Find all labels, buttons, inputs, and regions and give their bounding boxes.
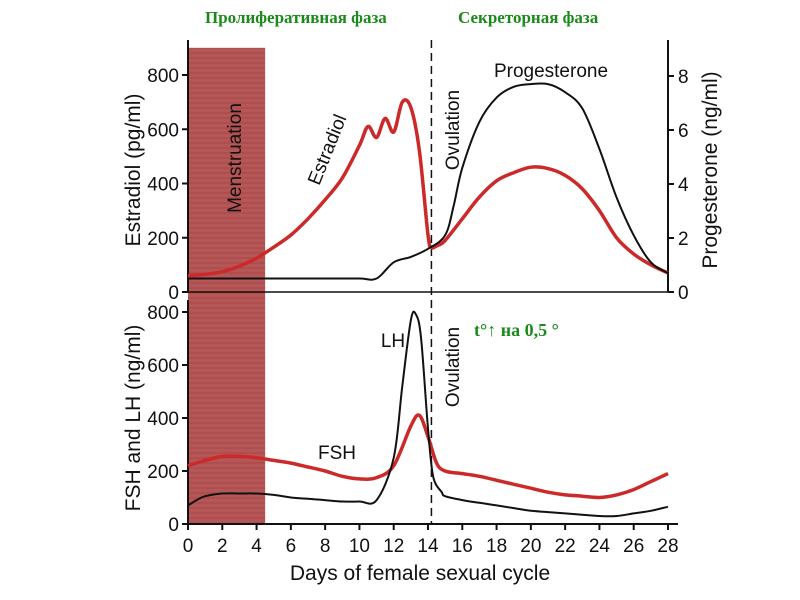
fsh-lh-axis-label: FSH and LH (ng/ml) xyxy=(122,325,145,512)
secretory-phase-label: Секреторная фаза xyxy=(458,8,599,27)
x-tick-label: 18 xyxy=(486,536,507,557)
top-left-tick-label: 0 xyxy=(168,283,179,304)
menstruation-hatch xyxy=(188,47,266,524)
top-right-tick-label: 2 xyxy=(678,229,689,250)
x-tick-label: 28 xyxy=(657,536,678,557)
proliferative-phase-label: Пролиферативная фаза xyxy=(205,8,387,27)
bottom-left-tick-label: 600 xyxy=(147,356,179,377)
top-left-ticks: 0 200 400 600 800 xyxy=(147,66,188,304)
fsh-series-label: FSH xyxy=(318,443,356,464)
top-left-tick-label: 200 xyxy=(147,229,179,250)
bottom-left-ticks: 0 200 400 600 800 xyxy=(147,303,188,536)
temperature-note: t°↑ на 0,5 ° xyxy=(474,320,559,340)
x-tick-label: 14 xyxy=(417,536,439,557)
ovulation-label-bottom: Ovulation xyxy=(443,327,464,407)
x-tick-label: 6 xyxy=(286,536,297,557)
estradiol-series xyxy=(187,98,669,278)
lh-series xyxy=(187,310,669,518)
x-tick-label: 10 xyxy=(349,536,370,557)
x-tick-label: 2 xyxy=(217,536,228,557)
menstruation-label: Menstruation xyxy=(225,103,246,213)
top-right-tick-label: 4 xyxy=(678,175,689,196)
progesterone-series xyxy=(187,82,669,281)
menstruation-band xyxy=(188,48,266,524)
x-tick-label: 26 xyxy=(623,536,644,557)
bottom-left-tick-label: 400 xyxy=(147,409,179,430)
x-tick-label: 24 xyxy=(589,536,611,557)
x-tick-label: 20 xyxy=(520,536,541,557)
top-right-tick-label: 8 xyxy=(678,67,689,88)
bottom-left-tick-label: 0 xyxy=(168,515,179,536)
ovulation-label-top: Ovulation xyxy=(443,90,464,170)
top-right-tick-label: 0 xyxy=(678,283,689,304)
top-left-tick-label: 600 xyxy=(147,120,179,141)
x-tick-label: 4 xyxy=(251,536,262,557)
bottom-left-tick-label: 200 xyxy=(147,462,179,483)
top-right-tick-label: 6 xyxy=(678,121,689,142)
x-axis-label: Days of female sexual cycle xyxy=(290,562,550,585)
top-left-tick-label: 800 xyxy=(147,66,179,87)
progesterone-series-label: Progesterone xyxy=(494,61,608,82)
x-tick-label: 22 xyxy=(555,536,576,557)
top-left-tick-label: 400 xyxy=(147,175,179,196)
x-tick-label: 0 xyxy=(183,536,194,557)
top-right-ticks: 0 2 4 6 8 xyxy=(668,67,689,304)
x-axis-ticks: 0 2 4 6 8 10 12 14 16 18 20 22 24 26 28 xyxy=(183,524,679,557)
x-tick-label: 16 xyxy=(452,536,473,557)
lh-series-label: LH xyxy=(381,331,405,352)
bottom-left-tick-label: 800 xyxy=(147,303,179,324)
progesterone-axis-label: Progesterone (ng/ml) xyxy=(699,71,722,268)
x-tick-label: 12 xyxy=(383,536,404,557)
x-tick-label: 8 xyxy=(320,536,331,557)
estradiol-axis-label: Estradiol (pg/ml) xyxy=(122,94,145,247)
